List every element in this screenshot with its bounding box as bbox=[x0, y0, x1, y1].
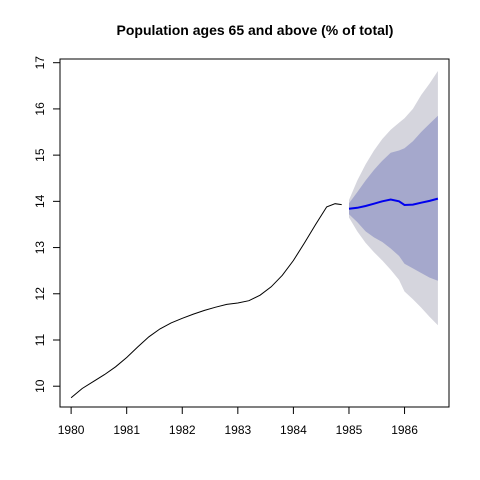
y-tick-label: 12 bbox=[33, 287, 47, 301]
history-line bbox=[70, 203, 342, 399]
forecast-mean-line bbox=[348, 197, 439, 210]
forecast-band-80 bbox=[349, 115, 438, 281]
x-tick-label: 1985 bbox=[336, 423, 363, 437]
y-tick-label: 15 bbox=[33, 148, 47, 162]
y-tick-label: 14 bbox=[33, 194, 47, 208]
y-tick-label: 16 bbox=[33, 102, 47, 116]
x-tick-label: 1980 bbox=[58, 423, 85, 437]
y-tick-label: 17 bbox=[33, 56, 47, 70]
x-tick-label: 1986 bbox=[391, 423, 418, 437]
x-tick-label: 1984 bbox=[280, 423, 307, 437]
y-axis: 10 11 12 13 14 15 16 17 bbox=[33, 56, 61, 393]
x-tick-label: 1982 bbox=[169, 423, 196, 437]
y-tick-label: 13 bbox=[33, 241, 47, 255]
x-axis: 1980 1981 1982 1983 1984 1985 1986 bbox=[58, 406, 418, 437]
plot-area bbox=[70, 71, 439, 399]
x-tick-label: 1981 bbox=[113, 423, 140, 437]
chart-title: Population ages 65 and above (% of total… bbox=[117, 22, 394, 38]
x-tick-label: 1983 bbox=[224, 423, 251, 437]
y-tick-label: 11 bbox=[33, 333, 47, 346]
y-tick-label: 10 bbox=[33, 379, 47, 393]
